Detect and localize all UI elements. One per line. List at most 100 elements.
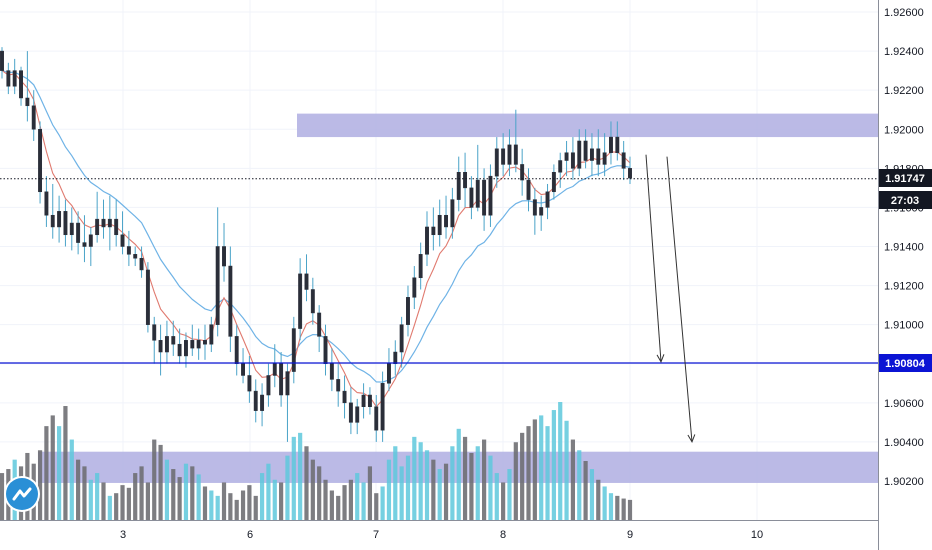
- logo-icon: [12, 487, 32, 501]
- volume-bar: [355, 473, 360, 520]
- volume-bar: [380, 486, 385, 520]
- volume-bar: [139, 466, 144, 520]
- candle-body: [564, 152, 569, 161]
- projection-arrows: [645, 154, 696, 444]
- volume-bar: [120, 485, 125, 520]
- candle-body: [310, 289, 315, 314]
- volume-bar: [450, 446, 455, 520]
- volume-bar: [44, 426, 49, 520]
- volume-bar: [501, 482, 506, 520]
- volume-bar: [228, 493, 233, 520]
- current-price-label: 1.91747: [885, 173, 925, 185]
- volume-bar: [291, 436, 296, 520]
- volume-bar: [37, 450, 43, 520]
- volume-bar: [209, 490, 214, 520]
- volume-bar: [272, 479, 277, 520]
- candle-body: [520, 164, 525, 181]
- volume-bar: [545, 426, 550, 520]
- candle-body: [222, 246, 226, 267]
- axes: [0, 0, 879, 550]
- candle-body: [431, 226, 436, 236]
- candle-body: [234, 336, 239, 364]
- candle-body: [418, 254, 423, 279]
- candle-body: [323, 336, 328, 364]
- grid: [0, 0, 878, 520]
- level-price-badge: [879, 354, 932, 372]
- volume-bar: [304, 446, 309, 520]
- volume-bar: [317, 466, 322, 520]
- price-badges: 1.91747 27:03 1.90804: [879, 169, 932, 372]
- candle-body: [196, 340, 201, 349]
- candle-body: [82, 242, 87, 247]
- candle-body: [241, 363, 246, 376]
- candle-body: [526, 179, 531, 200]
- candle-body: [145, 269, 150, 325]
- candle-body: [190, 340, 195, 349]
- arrow-head: [687, 434, 696, 444]
- volume-bar: [602, 486, 607, 520]
- candle-body: [285, 371, 290, 396]
- volume-bar: [482, 439, 487, 520]
- volume-bar: [234, 499, 239, 520]
- volume-bar: [526, 426, 531, 520]
- y-tick-label: 1.92600: [884, 7, 924, 19]
- tradingview-logo[interactable]: [6, 478, 38, 510]
- volume-bar: [462, 436, 468, 520]
- candle-body: [63, 211, 68, 236]
- candle-body: [177, 343, 182, 357]
- volume-bar: [583, 461, 588, 520]
- candle-body: [152, 324, 157, 341]
- volume-bar: [336, 495, 341, 520]
- candle-body: [456, 171, 461, 200]
- candle-body: [444, 214, 448, 228]
- candle-body: [539, 207, 544, 216]
- arrow-head: [656, 354, 665, 363]
- candle-body: [412, 277, 417, 298]
- volume-bar: [0, 473, 5, 520]
- volume-bar: [253, 495, 258, 520]
- volume-bar: [412, 436, 417, 520]
- candle-body: [589, 148, 594, 161]
- candle-body: [272, 363, 277, 376]
- candle-body: [158, 340, 163, 353]
- volume-bar: [323, 479, 328, 520]
- candle-body: [209, 324, 214, 345]
- projection-arrow: [666, 156, 693, 442]
- zones: [38, 113, 878, 483]
- volume-bar: [570, 439, 576, 520]
- volume-bar: [443, 463, 449, 520]
- candle-body: [107, 218, 112, 228]
- volume-bar: [520, 432, 525, 520]
- candle-body: [494, 148, 499, 177]
- candle-body: [475, 179, 480, 208]
- candle-body: [342, 390, 347, 404]
- candle-body: [279, 363, 284, 396]
- volume-bar: [596, 479, 601, 520]
- x-tick-label: 3: [120, 529, 126, 541]
- ma-fast-line: [1, 70, 631, 408]
- volume-bar: [342, 485, 347, 520]
- volume-bar: [615, 495, 620, 520]
- volume-bar: [247, 485, 252, 520]
- volume-bar: [564, 420, 569, 520]
- candle-body: [317, 312, 322, 337]
- candle-body: [361, 394, 366, 407]
- x-tick-label: 10: [751, 529, 763, 541]
- candle-body: [76, 222, 81, 243]
- volume-bar: [114, 493, 119, 520]
- volume-bar: [190, 466, 195, 520]
- volume-bar: [310, 459, 315, 520]
- volume-bar: [431, 459, 436, 520]
- candle-body: [120, 234, 125, 247]
- candle-body: [19, 70, 23, 99]
- candle-body: [38, 129, 43, 193]
- candle-body: [393, 351, 398, 364]
- ma-slow-line: [1, 70, 631, 383]
- volume-bar: [133, 473, 138, 520]
- y-tick-label: 1.91200: [884, 281, 924, 293]
- volume-bar: [82, 466, 87, 520]
- candle-body: [184, 340, 188, 357]
- candle-body: [577, 140, 582, 169]
- y-tick-label: 1.92200: [884, 85, 924, 97]
